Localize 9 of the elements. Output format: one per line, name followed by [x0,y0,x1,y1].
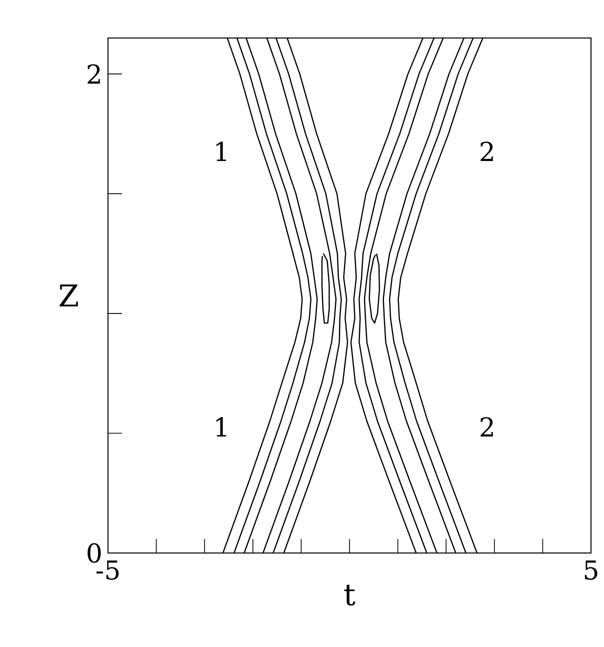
y-axis-title: Z [60,284,78,306]
annotation: 1 [216,417,226,436]
x-axis-title: t [344,584,356,606]
x-tick-label: -5 [96,560,119,580]
y-tick-label: 0 [88,543,101,563]
annotation: 2 [480,142,493,161]
annotation: 2 [480,417,493,436]
annotation: 1 [216,142,226,161]
x-tick-label: 5 [584,560,598,580]
